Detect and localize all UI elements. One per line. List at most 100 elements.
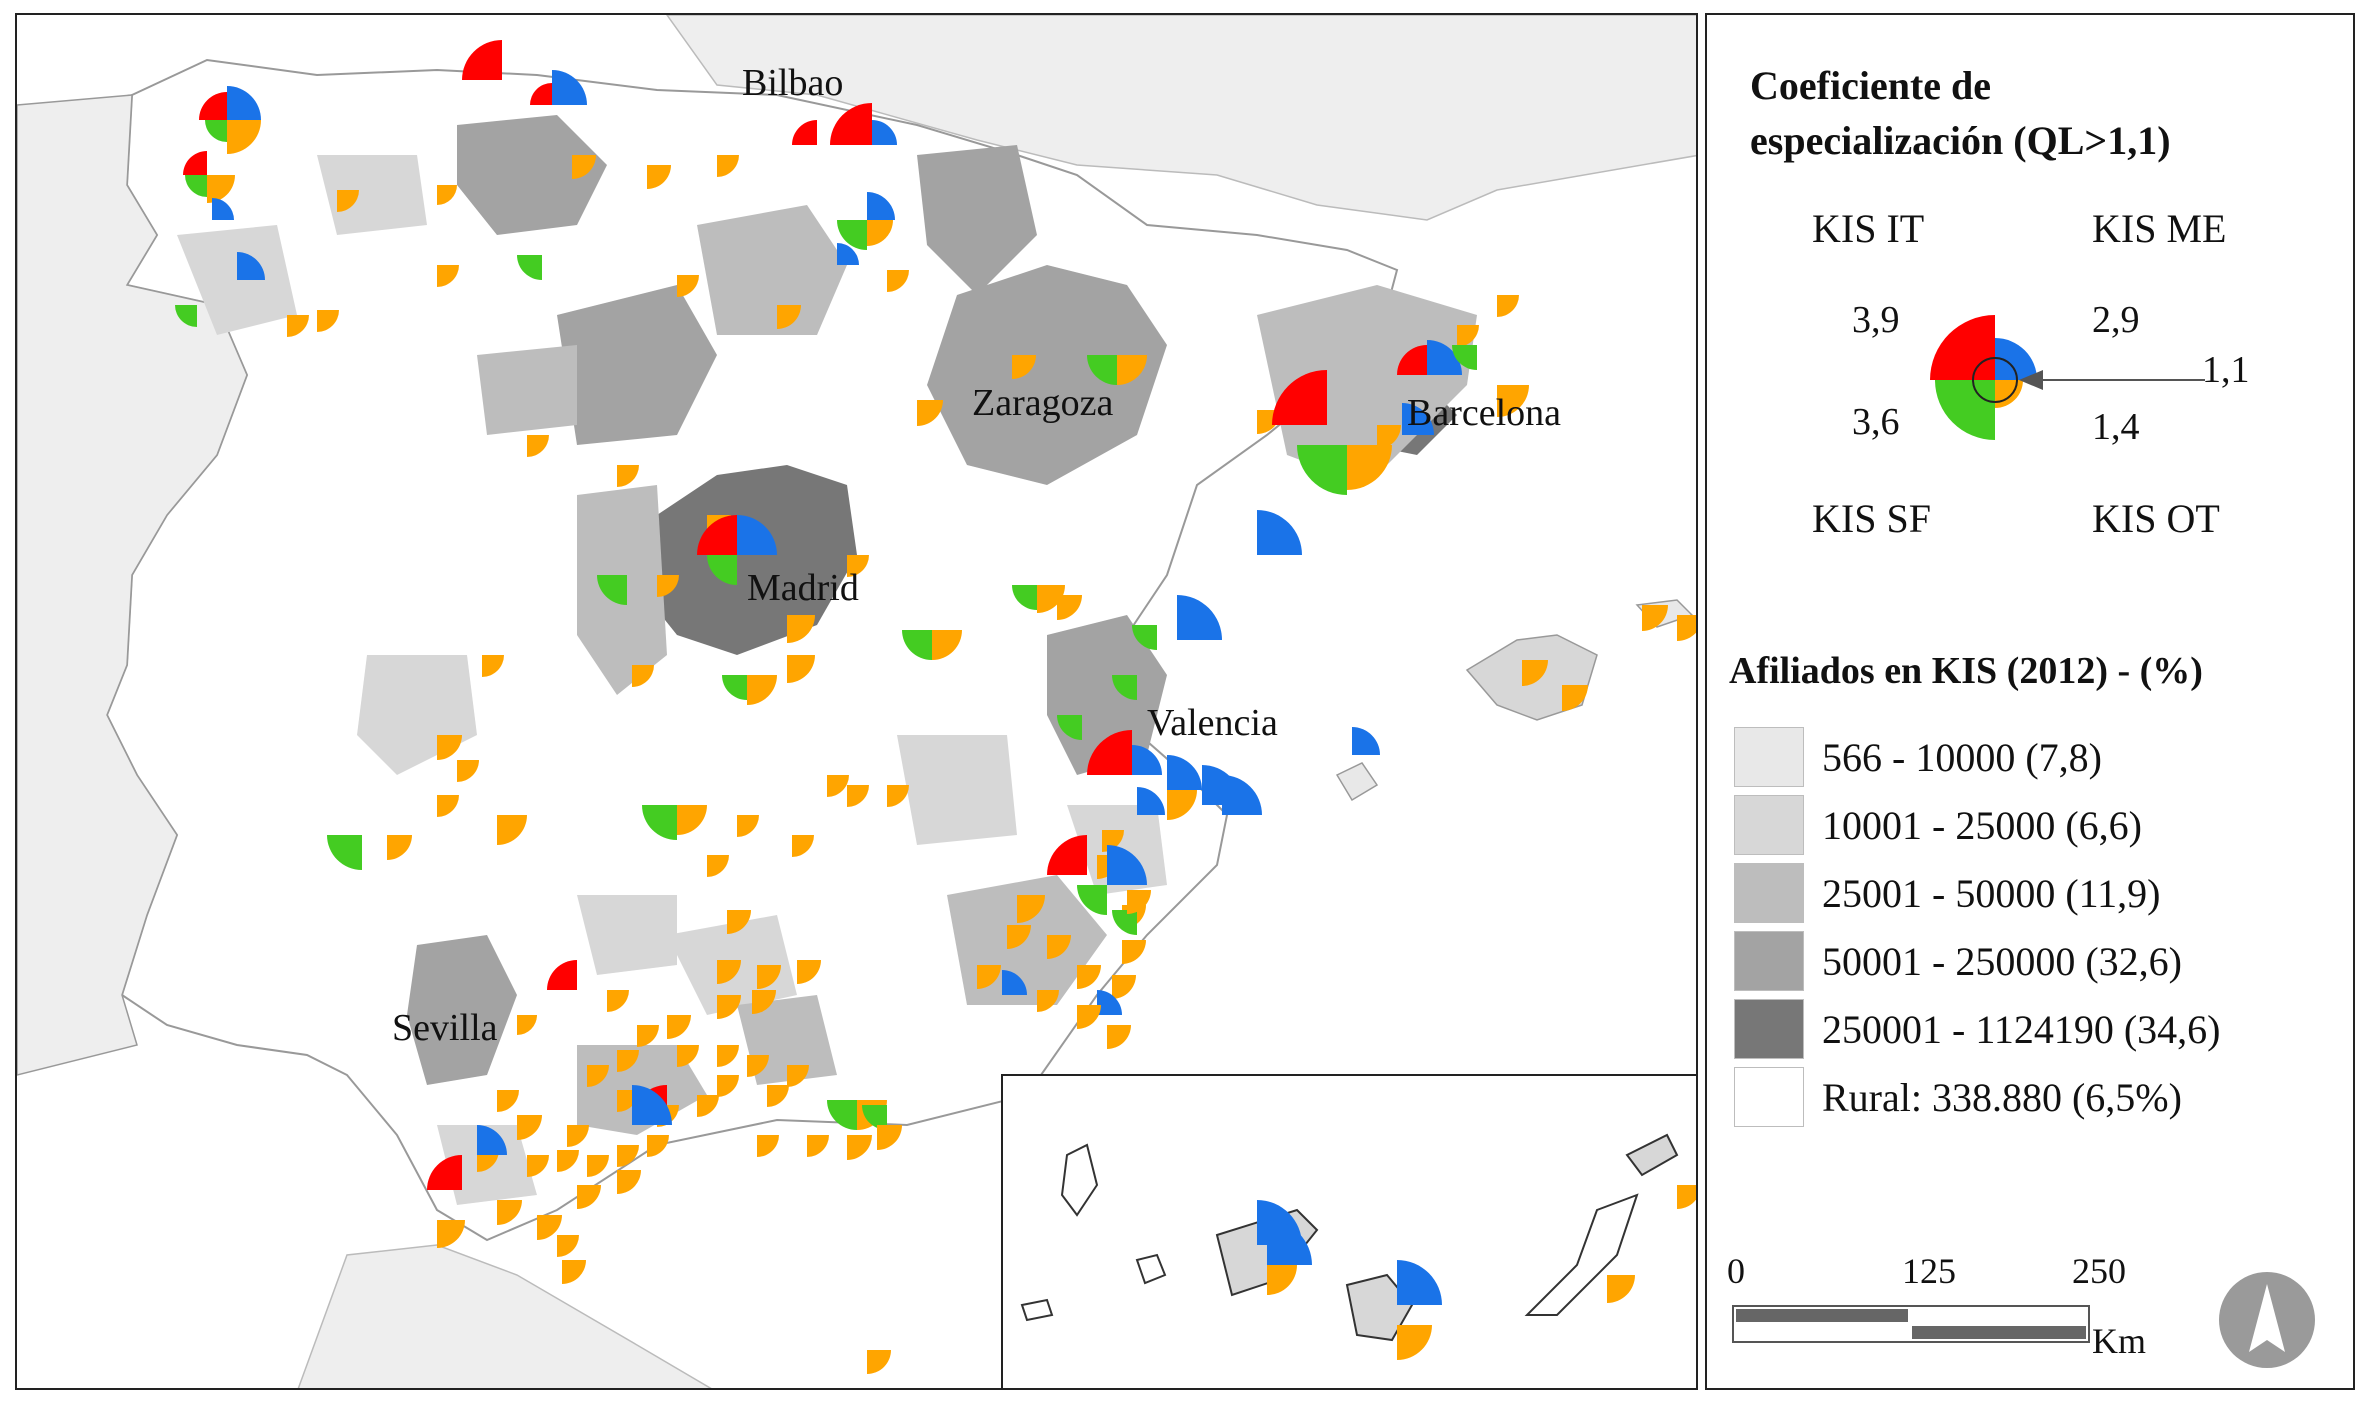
glyph-132 — [877, 1125, 902, 1150]
glyph-88-ot — [977, 965, 1001, 989]
legend-class-2-text: 10001 - 25000 (6,6) — [1822, 802, 2142, 848]
glyph-18 — [887, 270, 909, 292]
glyph-115 — [497, 1090, 519, 1112]
glyph-2 — [212, 198, 234, 220]
bilbao-area — [457, 115, 607, 235]
glyph-115-ot — [497, 1090, 519, 1112]
glyph-64-me — [1167, 755, 1202, 790]
glyph-28-it — [1272, 370, 1327, 425]
glyph-17-me — [837, 243, 859, 265]
burgos-area — [697, 205, 847, 335]
glyph-148-me — [1397, 1260, 1442, 1305]
legend-class-4: 50001 - 250000 (32,6) — [1734, 931, 2182, 991]
north-arrow-icon — [2219, 1272, 2315, 1368]
glyph-97-ot — [752, 990, 776, 1014]
glyph-100-ot — [667, 1015, 691, 1039]
glyph-136-ot — [577, 1185, 601, 1209]
glyph-151-ot — [1677, 1185, 1696, 1209]
ibiza — [1335, 762, 1379, 802]
legend-arrow-head — [2019, 370, 2043, 390]
glyph-92 — [1107, 1025, 1131, 1049]
glyph-138-ot — [557, 1235, 579, 1257]
legend-glyph-it — [1930, 315, 1995, 380]
glyph-114 — [767, 1085, 789, 1107]
glyph-132-ot — [877, 1125, 902, 1150]
glyph-43-ot — [657, 575, 679, 597]
glyph-149 — [1397, 1325, 1432, 1360]
glyph-83-ot — [1077, 965, 1101, 989]
glyph-14 — [830, 103, 897, 145]
glyph-78 — [1077, 845, 1147, 915]
glyph-131 — [847, 1135, 872, 1160]
glyph-48-ot — [747, 675, 777, 705]
legend-class-1: 566 - 10000 (7,8) — [1734, 727, 2102, 787]
legend-swatch-5 — [1734, 999, 1804, 1059]
glyph-131-ot — [847, 1135, 872, 1160]
glyph-37-ot — [527, 435, 549, 457]
glyph-125-me — [632, 1085, 672, 1125]
legend-class-3-text: 25001 - 50000 (11,9) — [1822, 870, 2161, 916]
glyph-3-me — [237, 252, 265, 280]
glyph-1-ot — [207, 175, 235, 203]
glyph-74 — [707, 855, 729, 877]
glyph-31-ot — [1497, 295, 1519, 317]
city-label-madrid: Madrid — [747, 567, 859, 609]
glyph-117-ot — [567, 1125, 589, 1147]
glyph-86-ot — [1007, 925, 1031, 949]
glyph-66 — [1222, 775, 1262, 815]
glyph-52-me — [1177, 595, 1222, 640]
glyph-18-ot — [887, 270, 909, 292]
glyph-60-ot — [457, 760, 479, 782]
glyph-63-it — [1087, 730, 1132, 775]
glyph-24 — [917, 400, 943, 426]
glyph-44-sf — [1012, 585, 1037, 610]
glyph-118-ot — [477, 1150, 499, 1172]
glyph-129-ot — [757, 1135, 779, 1157]
glyph-60 — [457, 760, 479, 782]
glyph-70-ot — [847, 785, 869, 807]
glyph-90 — [1037, 990, 1059, 1012]
glyph-91-ot — [1077, 1005, 1101, 1029]
glyph-147-ot — [1267, 1265, 1297, 1295]
glyph-57-sf — [327, 835, 362, 870]
glyph-23-ot — [777, 305, 801, 329]
glyph-32 — [1457, 325, 1479, 347]
glyph-12 — [437, 185, 457, 205]
scale-bar-seg-1 — [1736, 1309, 1908, 1322]
glyph-50-ot — [787, 615, 815, 643]
la-palma — [1060, 1143, 1099, 1217]
glyph-149-ot — [1397, 1325, 1432, 1360]
glyph-3 — [237, 252, 265, 280]
city-label-bilbao: Bilbao — [742, 62, 843, 104]
glyph-53-sf — [1132, 625, 1157, 650]
glyph-152-ot — [867, 1350, 891, 1374]
glyph-84 — [1097, 990, 1122, 1015]
glyph-20 — [677, 275, 699, 297]
ql-me-value: 2,9 — [2092, 299, 2140, 341]
glyph-122-ot — [617, 1145, 639, 1167]
glyph-36-me — [1402, 403, 1434, 435]
glyph-71 — [887, 785, 909, 807]
glyph-63 — [1087, 730, 1162, 775]
glyph-121 — [557, 1150, 579, 1172]
glyph-128-sf — [862, 1105, 887, 1130]
legend-class-4-text: 50001 - 250000 (32,6) — [1822, 938, 2182, 984]
glyph-40-ot — [847, 555, 869, 577]
city-label-zaragoza: Zaragoza — [972, 382, 1113, 424]
city-label-valencia: Valencia — [1147, 702, 1278, 744]
ql-it-value: 3,9 — [1852, 299, 1900, 341]
glyph-134 — [497, 1200, 522, 1225]
glyph-125 — [632, 1085, 672, 1125]
glyph-28 — [1272, 370, 1327, 425]
glyph-143-ot — [1642, 605, 1668, 631]
glyph-127-sf — [827, 1100, 857, 1130]
glyph-26-ot — [1117, 355, 1147, 385]
glyph-120-ot — [527, 1155, 549, 1177]
glyph-113-ot — [717, 1075, 739, 1097]
glyph-49 — [787, 655, 815, 683]
glyph-102 — [517, 1015, 537, 1035]
glyph-8-ot — [572, 155, 596, 179]
glyph-51-ot — [932, 630, 962, 660]
glyph-21-ot — [317, 310, 339, 332]
navarra-area — [917, 145, 1037, 295]
